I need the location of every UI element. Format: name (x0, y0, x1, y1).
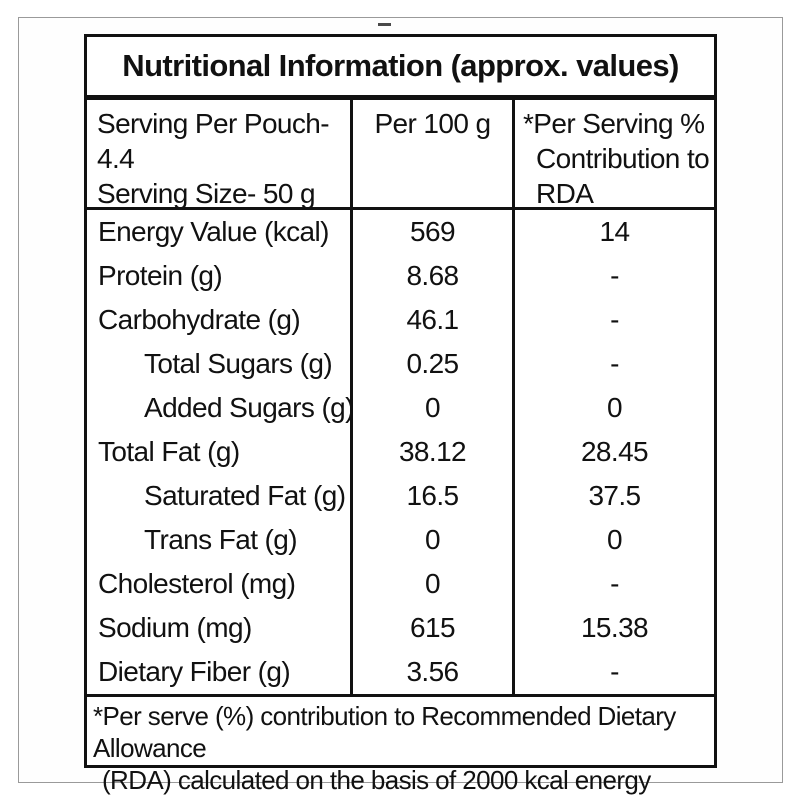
rda-footnote: *Per serve (%) contribution to Recommend… (87, 694, 714, 796)
rda-value: - (610, 568, 619, 599)
rda-value: 28.45 (580, 436, 649, 467)
rda-value: 0 (607, 524, 623, 555)
rda-value: 0 (607, 392, 623, 423)
per-100g-value: 16.5 (353, 474, 515, 518)
table-title: Nutritional Information (approx. values) (87, 37, 714, 100)
nutrient-label: Saturated Fat (g) (87, 474, 353, 518)
header-rda-contribution: *Per Serving % Contribution to RDA (515, 100, 714, 210)
rda-value: - (610, 260, 619, 291)
rda-value: - (610, 348, 619, 379)
per-100g-value: 569 (353, 210, 515, 254)
serving-size: Serving Size- 50 g (97, 178, 316, 209)
nutrient-label: Added Sugars (g) (87, 386, 354, 430)
footnote-line2: (RDA) calculated on the basis of 2000 kc… (102, 765, 651, 795)
rda-value: 14 (599, 216, 631, 247)
per-100g-value: 0 (353, 562, 515, 606)
per-100g-value: 615 (353, 606, 515, 650)
nutrient-label: Energy Value (kcal) (87, 210, 353, 254)
footnote-line1: *Per serve (%) contribution to Recommend… (93, 701, 676, 763)
nutrient-label: Trans Fat (g) (87, 518, 353, 562)
nutrient-label: Total Sugars (g) (87, 342, 353, 386)
per-100g-value: 8.68 (353, 254, 515, 298)
nutrient-label: Carbohydrate (g) (87, 298, 353, 342)
crop-mark (378, 23, 391, 26)
per-100g-value: 0.25 (353, 342, 515, 386)
per-100g-value: 0 (353, 518, 515, 562)
nutrient-label: Total Fat (g) (87, 430, 353, 474)
header-per-100g: Per 100 g (353, 100, 515, 210)
rda-value: 15.38 (580, 612, 649, 643)
per-100g-value: 46.1 (353, 298, 515, 342)
nutrition-table: Nutritional Information (approx. values)… (84, 34, 717, 795)
rda-value: - (610, 656, 619, 687)
table-grid: Serving Per Pouch- 4.4 Serving Size- 50 … (87, 100, 714, 694)
header-serving-info: Serving Per Pouch- 4.4 Serving Size- 50 … (87, 100, 353, 210)
serving-per-pouch: Serving Per Pouch- 4.4 (97, 108, 330, 174)
nutrient-label: Cholesterol (mg) (87, 562, 353, 606)
nutrient-label: Dietary Fiber (g) (87, 650, 353, 694)
rda-value: - (610, 304, 619, 335)
per-100g-value: 0 (353, 386, 515, 430)
per-100g-value: 3.56 (353, 650, 515, 694)
per-100g-value: 38.12 (353, 430, 515, 474)
rda-value: 37.5 (588, 480, 641, 511)
nutrient-label: Sodium (mg) (87, 606, 353, 650)
nutrient-label: Protein (g) (87, 254, 353, 298)
